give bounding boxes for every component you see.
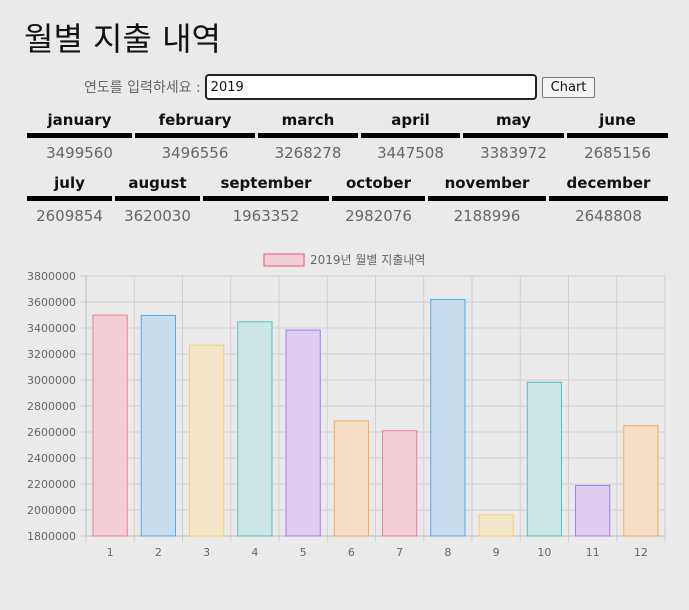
y-tick-label: 3200000 <box>27 348 76 361</box>
bar-month-6 <box>333 420 369 537</box>
month-header-november: november <box>428 169 546 201</box>
bar-month-4 <box>237 321 273 537</box>
bar-month-7 <box>382 430 418 537</box>
month-value-february: 3496556 <box>161 144 229 162</box>
x-tick-label: 5 <box>300 546 307 559</box>
month-header-may: may <box>463 106 564 138</box>
bar-month-8 <box>430 298 466 537</box>
x-tick-label: 3 <box>203 546 210 559</box>
monthly-table-first-half: january february march april may june 34… <box>24 106 671 168</box>
bar-month-1 <box>92 314 128 537</box>
month-value-december: 2648808 <box>575 207 642 225</box>
x-tick-label: 6 <box>348 546 355 559</box>
x-tick-label: 11 <box>586 546 600 559</box>
month-header-april: april <box>361 106 460 138</box>
month-header-february: february <box>135 106 255 138</box>
month-value-october: 2982076 <box>345 207 412 225</box>
chart-container: 3800000 3600000 3400000 3200000 3000000 28000… <box>0 244 689 574</box>
month-header-march: march <box>258 106 358 138</box>
x-tick-label: 1 <box>107 546 114 559</box>
monthly-table-second-half: july august september october november d… <box>24 169 671 231</box>
bar-month-11 <box>575 484 611 537</box>
month-value-july: 2609854 <box>36 207 103 225</box>
month-value-january: 3499560 <box>46 144 113 162</box>
month-header-october: october <box>332 169 425 201</box>
year-form: 연도를 입력하세요 : Chart <box>84 74 596 100</box>
x-tick-label: 4 <box>251 546 258 559</box>
x-tick-label: 8 <box>444 546 451 559</box>
y-tick-label: 3400000 <box>27 322 76 335</box>
chart-legend: 2019년 월별 지출내역 <box>263 253 425 267</box>
month-value-april: 3447508 <box>377 144 444 162</box>
month-value-november: 2188996 <box>453 207 521 225</box>
y-tick-label: 2200000 <box>27 478 76 491</box>
month-value-june: 2685156 <box>584 144 651 162</box>
y-tick-label: 3600000 <box>27 296 76 309</box>
y-tick-label: 1800000 <box>27 530 76 543</box>
month-header-august: august <box>115 169 200 201</box>
chart-button[interactable]: Chart <box>541 76 596 98</box>
bar-month-9 <box>478 514 514 537</box>
y-tick-label: 2400000 <box>27 452 76 465</box>
y-tick-label: 2000000 <box>27 504 76 517</box>
bar-month-12 <box>623 425 659 537</box>
y-tick-label: 2800000 <box>27 400 76 413</box>
month-value-august: 3620030 <box>124 207 191 225</box>
legend-swatch <box>263 253 305 267</box>
y-tick-label: 3000000 <box>27 374 76 387</box>
year-input[interactable] <box>204 74 537 100</box>
month-header-july: july <box>27 169 112 201</box>
month-value-may: 3383972 <box>480 144 547 162</box>
page-title: 월별 지출 내역 <box>24 20 221 58</box>
bar-month-10 <box>526 381 562 537</box>
bar-month-3 <box>189 344 225 537</box>
bar-month-2 <box>140 314 176 537</box>
month-header-september: september <box>203 169 329 201</box>
x-tick-label: 12 <box>634 546 648 559</box>
month-header-june: june <box>567 106 668 138</box>
y-tick-label: 2600000 <box>27 426 76 439</box>
x-tick-label: 7 <box>396 546 403 559</box>
x-tick-label: 9 <box>493 546 500 559</box>
month-header-january: january <box>27 106 132 138</box>
month-header-december: december <box>549 169 668 201</box>
x-tick-label: 2 <box>155 546 162 559</box>
y-tick-label: 3800000 <box>27 270 76 283</box>
bar-chart: 3800000 3600000 3400000 3200000 3000000 28000… <box>27 253 666 559</box>
x-tick-label: 10 <box>537 546 551 559</box>
month-value-march: 3268278 <box>274 144 342 162</box>
bar-month-5 <box>285 329 321 537</box>
legend-label: 2019년 월별 지출내역 <box>310 253 425 267</box>
month-value-september: 1963352 <box>232 207 300 225</box>
year-input-label: 연도를 입력하세요 : <box>84 80 201 96</box>
